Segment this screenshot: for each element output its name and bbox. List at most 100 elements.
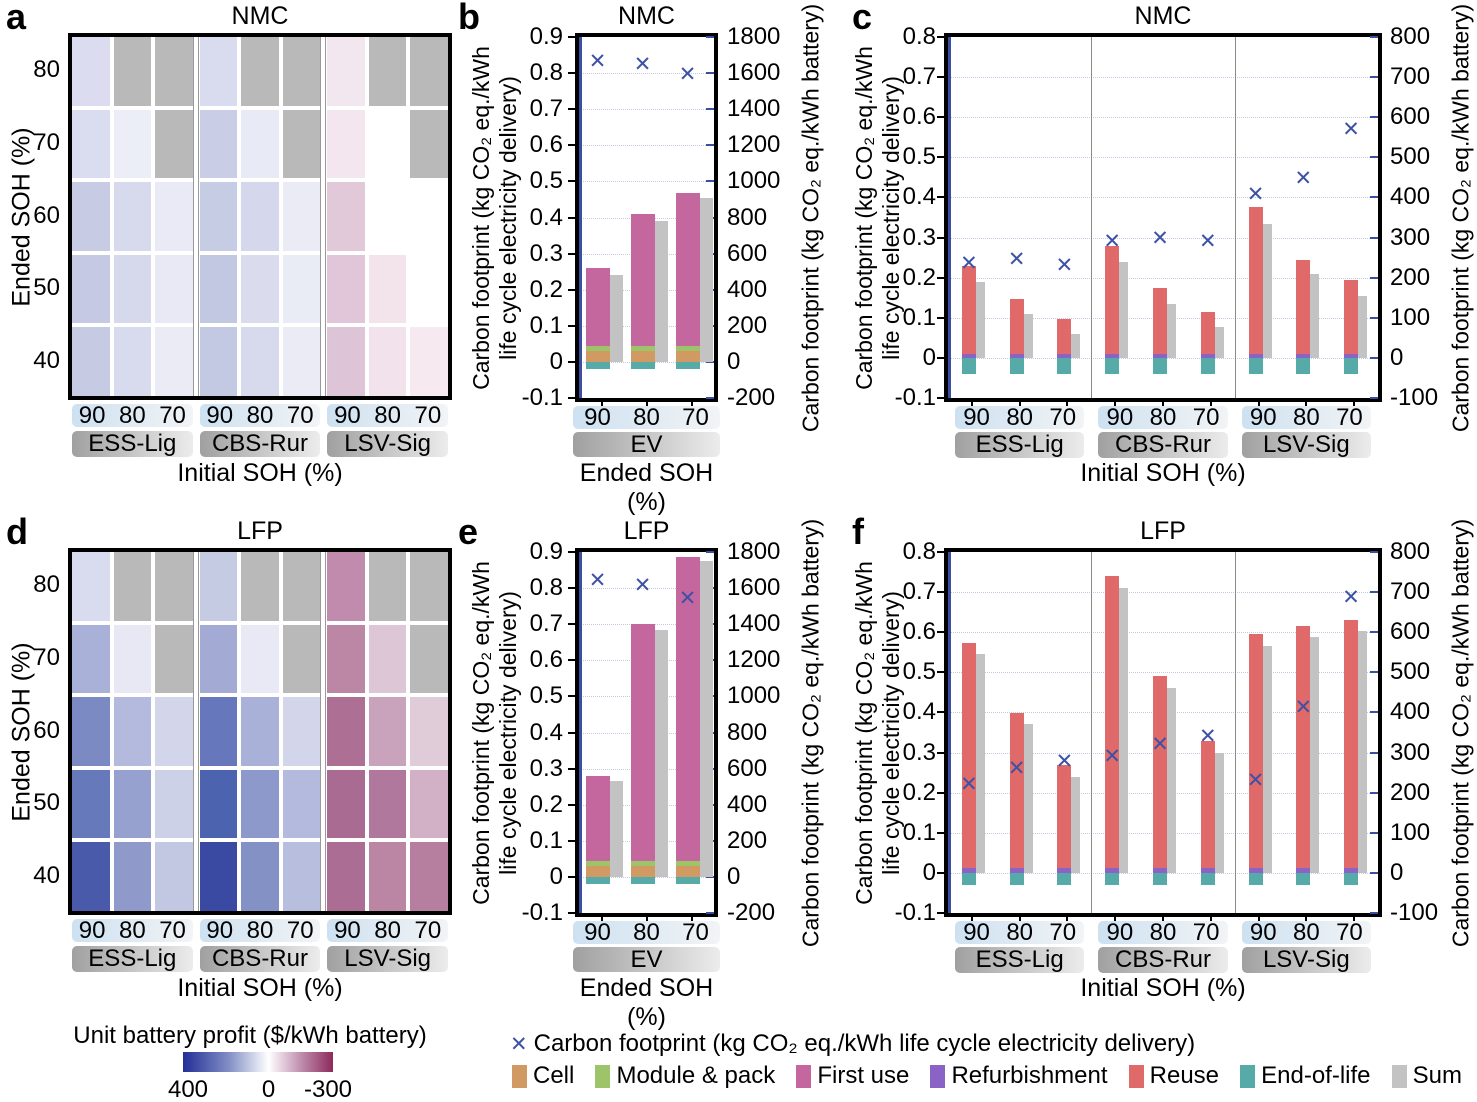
bar-plot-area: ✕ ✕ ✕ ✕ ✕ ✕ ✕ ✕ ✕ xyxy=(944,548,1382,917)
right-axis-tick xyxy=(1370,791,1378,794)
left-axis-tick xyxy=(937,912,944,914)
x-tick-label: 80 xyxy=(374,401,401,429)
carbon-footprint-marker: ✕ xyxy=(633,574,652,598)
right-axis-tick xyxy=(706,144,714,147)
left-axis-tick xyxy=(568,108,575,111)
bar-segment-module_pack xyxy=(585,346,610,352)
application-chip-label: CBS-Rur xyxy=(211,430,308,457)
carbon-footprint-marker: ✕ xyxy=(1103,745,1122,769)
x-axis-label: Initial SOH (%) xyxy=(1080,974,1246,1002)
left-tick-label: 0 xyxy=(549,347,563,375)
heatmap-cell xyxy=(241,842,279,911)
right-axis-tick xyxy=(706,875,714,878)
left-axis-tick xyxy=(937,751,944,754)
left-axis-tick xyxy=(568,695,575,698)
bar-segment-cell xyxy=(675,866,700,877)
chart-title: NMC xyxy=(618,2,675,30)
bar-segment-reuse xyxy=(1248,634,1263,869)
right-tick-label: 200 xyxy=(1390,263,1431,291)
heatmap-cell xyxy=(155,769,193,839)
y-tick-label: 70 xyxy=(33,643,60,671)
application-chip: ESS-Lig xyxy=(72,945,193,972)
soh-chip-group: 90 80 70 xyxy=(955,919,1085,946)
left-tick-label: 0.5 xyxy=(902,143,936,171)
right-tick-label: 400 xyxy=(1390,698,1431,726)
left-axis-tick xyxy=(937,276,944,279)
bar-segment-reuse xyxy=(1200,741,1215,869)
series-legend-label: Sum xyxy=(1412,1062,1462,1089)
right-tick-label: 1200 xyxy=(727,131,781,159)
right-axis-tick xyxy=(706,180,714,183)
application-chip: CBS-Rur xyxy=(1098,431,1228,458)
heatmap-cell xyxy=(199,182,238,251)
heatmap-cell xyxy=(72,37,110,106)
heatmap-cell xyxy=(241,37,279,106)
soh-chip-group: 90 80 70 xyxy=(955,403,1085,431)
group-separator xyxy=(320,552,327,911)
chart-title: NMC xyxy=(1134,2,1192,30)
x-tick-label: 90 xyxy=(963,403,990,431)
bar-segment-refurbishment xyxy=(1057,353,1072,358)
series-legend-item-sum: Sum xyxy=(1391,1062,1462,1090)
bar-segment-refurbishment xyxy=(1009,353,1024,358)
bar-segment-end_of_life xyxy=(675,876,700,885)
panel-b-bars-nmc-ev: b NMC Carbon footprint (kg CO₂ eq./kWh life… xyxy=(455,0,845,516)
right-tick-label: 1800 xyxy=(727,23,781,50)
heatmap-cell xyxy=(282,182,321,251)
heatmap-cell xyxy=(282,254,321,324)
heatmap-plot-area xyxy=(68,548,452,915)
heatmap-cell xyxy=(72,182,110,251)
application-chip: EV xyxy=(573,431,720,458)
application-chip: LSV-Sig xyxy=(327,945,448,972)
heatmap-cell xyxy=(282,552,321,621)
x-tick-label: 90 xyxy=(1249,403,1277,431)
x-axis-tick xyxy=(600,402,603,409)
left-tick-label: 0 xyxy=(922,343,936,371)
heatmap-cell xyxy=(410,327,448,396)
heatmap-cell xyxy=(155,842,193,911)
left-axis-tick xyxy=(937,671,944,674)
y-tick-label: 70 xyxy=(33,128,60,156)
left-axis-tick xyxy=(937,791,944,794)
x-axis-tick xyxy=(1257,917,1260,924)
bar-segment-refurbishment xyxy=(1105,353,1120,358)
heatmap-cell xyxy=(282,769,321,839)
right-tick-label: 1600 xyxy=(727,59,781,87)
left-axis-spine xyxy=(579,37,582,398)
left-axis-tick xyxy=(568,587,575,590)
right-axis-tick xyxy=(1370,397,1378,399)
application-chip-label: EV xyxy=(630,945,663,973)
heatmap-cell xyxy=(113,182,152,251)
x-tick-label: 80 xyxy=(246,916,274,944)
bar-segment-end_of_life xyxy=(630,876,655,885)
heatmap-cell xyxy=(410,624,448,694)
bar-segment-module_pack xyxy=(630,346,655,352)
left-tick-label: 0.8 xyxy=(529,59,563,87)
y-tick-label: 40 xyxy=(33,861,60,889)
application-chip-label: LSV-Sig xyxy=(1262,431,1350,458)
left-y-axis-label-line: Carbon footprint (kg CO₂ eq./kWh xyxy=(851,560,877,905)
heatmap-cell xyxy=(282,37,321,106)
left-axis-spine xyxy=(948,37,951,398)
left-axis-tick xyxy=(568,360,575,363)
heatmap-cell xyxy=(199,327,238,396)
heatmap-cell xyxy=(327,109,365,179)
right-tick-label: -200 xyxy=(727,384,776,411)
grid-line xyxy=(948,77,1378,79)
x-tick-label: 90 xyxy=(334,916,361,944)
heatmap-cell xyxy=(72,842,110,911)
bar-segment-end_of_life xyxy=(1009,357,1024,374)
left-tick-label: 0.1 xyxy=(902,303,936,331)
heatmap-cell xyxy=(327,697,365,766)
x-axis-tick xyxy=(1353,402,1356,409)
soh-chip-group: 90 80 70 xyxy=(327,401,448,429)
bar-segment-reuse xyxy=(1057,764,1072,869)
bar-segment-refurbishment xyxy=(1153,868,1167,873)
right-tick-label: 0 xyxy=(1390,343,1404,371)
soh-chip-group: 90 80 70 xyxy=(1241,919,1371,946)
left-axis-tick xyxy=(568,623,575,626)
left-axis-tick xyxy=(568,731,575,734)
bar-segment-refurbishment xyxy=(1009,868,1024,873)
right-axis-tick xyxy=(1370,871,1378,874)
heatmap-cell xyxy=(241,182,279,251)
